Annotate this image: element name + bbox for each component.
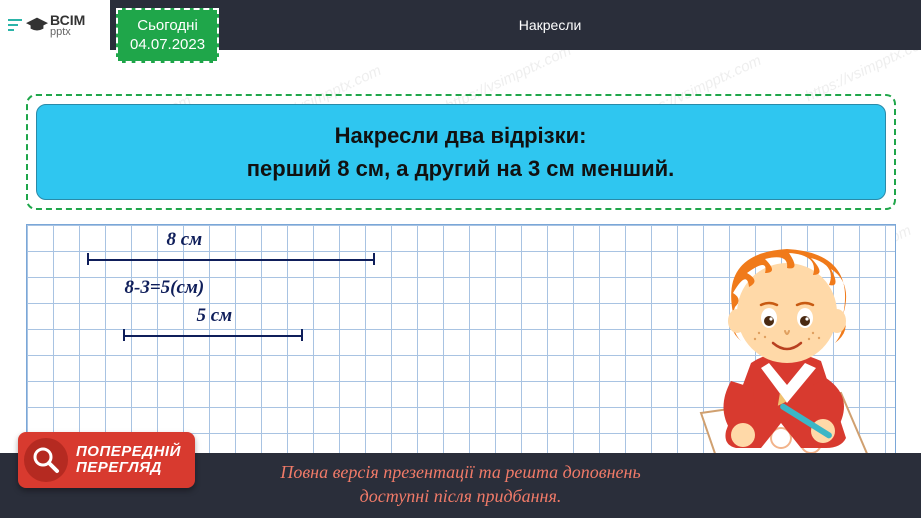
task-line1: Накресли два відрізки: (57, 119, 865, 152)
segment1-label: 8 см (167, 229, 203, 251)
task-line2: перший 8 см, а другий на 3 см менший. (57, 152, 865, 185)
segment-calc: 8-3=5(см) (125, 277, 205, 299)
segment2-line (123, 335, 303, 337)
preview-badge: ПОПЕРЕДНІЙ ПЕРЕГЛЯД (18, 432, 195, 488)
segment2-end-left (123, 329, 125, 341)
logo-lines-icon (8, 19, 22, 31)
segment1-end-right (373, 253, 375, 265)
header-bar: ВСІМ pptx Сьогодні 04.07.2023 Накресли (0, 0, 921, 50)
segment1-line (87, 259, 375, 261)
graduation-cap-icon (26, 17, 48, 33)
logo-brand: ВСІМ (50, 13, 85, 27)
content-area: Накресли два відрізки: перший 8 см, а др… (0, 50, 921, 454)
segment2-end-right (301, 329, 303, 341)
kid-illustration-icon (661, 213, 901, 473)
segment2-label: 5 см (197, 305, 233, 327)
footer-line2: доступні після придбання. (0, 485, 921, 508)
logo: ВСІМ pptx (0, 13, 110, 38)
logo-sub: pptx (50, 27, 85, 38)
grid-area: 8 см 8-3=5(см) 5 см (26, 224, 896, 454)
task-dashed-frame: Накресли два відрізки: перший 8 см, а др… (26, 94, 896, 210)
task-box: Накресли два відрізки: перший 8 см, а др… (36, 104, 886, 200)
date-badge-label: Сьогодні (130, 16, 205, 36)
segment1-end-left (87, 253, 89, 265)
preview-line1: ПОПЕРЕДНІЙ (76, 444, 181, 461)
preview-line2: ПЕРЕГЛЯД (76, 460, 181, 477)
magnifier-icon (24, 438, 68, 482)
header-title: Накресли (219, 17, 921, 33)
